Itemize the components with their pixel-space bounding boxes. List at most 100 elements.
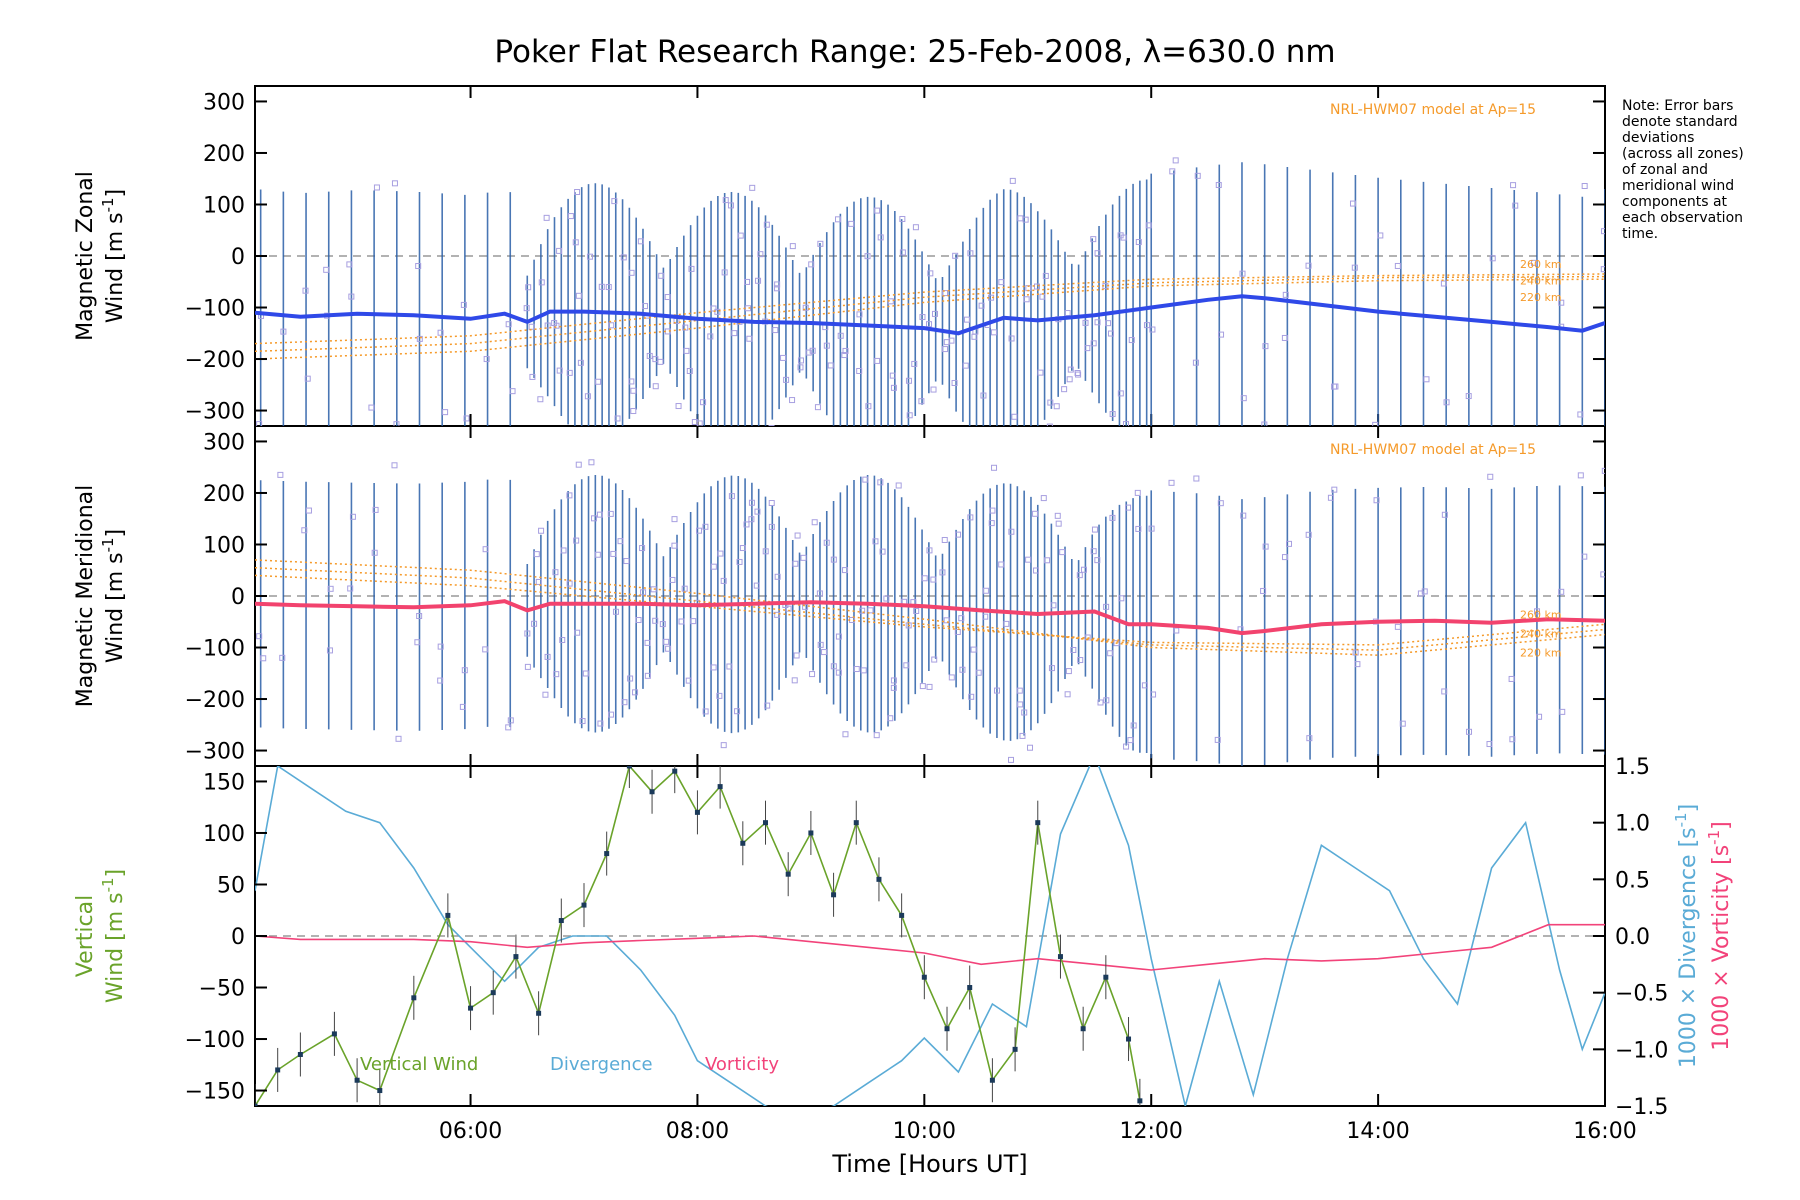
sample-point — [628, 269, 635, 276]
sample-point — [856, 367, 863, 374]
sample-point — [1394, 623, 1401, 630]
sample-point — [743, 521, 750, 528]
vertical-wind-point — [694, 809, 700, 815]
sample-point — [700, 399, 707, 406]
sample-point — [1094, 319, 1101, 326]
sample-point — [640, 589, 647, 596]
sample-point — [1061, 386, 1068, 393]
sample-point — [993, 687, 1000, 694]
sample-point — [531, 620, 538, 627]
sample-point — [618, 438, 623, 443]
sample-point — [879, 548, 886, 555]
sample-point — [1027, 744, 1034, 751]
sample-point — [883, 595, 890, 602]
vertical-wind-point — [255, 1103, 258, 1106]
sample-point — [823, 342, 830, 349]
sample-point — [1090, 340, 1097, 347]
sample-point — [628, 378, 635, 385]
label-part: 1000 × Vorticity [s — [1709, 845, 1734, 1051]
sample-point — [1281, 334, 1288, 341]
sample-point — [797, 364, 804, 371]
sample-point — [763, 221, 770, 228]
sample-point — [1558, 588, 1565, 595]
sample-point — [1141, 682, 1148, 689]
model-label: NRL-HWM07 model at Ap=15 — [1330, 102, 1536, 118]
sample-point — [459, 703, 466, 710]
sample-point — [734, 708, 741, 715]
sample-point — [899, 249, 906, 256]
y-tick-label: −300 — [185, 740, 245, 765]
vertical-wind-point — [445, 912, 451, 918]
zonal-mean-line — [255, 294, 1605, 336]
sample-point — [975, 669, 982, 676]
sample-point — [930, 386, 937, 393]
sample-point — [912, 224, 919, 231]
sample-point — [823, 539, 830, 546]
sample-point — [372, 506, 379, 513]
sample-point — [1067, 366, 1074, 373]
sample-point — [927, 270, 934, 277]
model-profile — [255, 574, 1605, 646]
sample-point — [862, 476, 869, 483]
sample-point — [811, 519, 818, 526]
sample-point — [327, 585, 334, 592]
sample-point — [1009, 177, 1016, 184]
vertical-wind-point — [967, 985, 973, 991]
vertical-wind-point — [581, 902, 587, 908]
sample-point — [1508, 675, 1515, 682]
sample-point — [566, 580, 573, 587]
sample-point — [890, 677, 897, 684]
note-line: of zonal and — [1622, 162, 1708, 178]
sample-point — [326, 647, 333, 654]
sample-point — [774, 573, 781, 580]
sample-point — [1082, 319, 1089, 326]
sample-point — [835, 633, 842, 640]
sample-point — [941, 536, 948, 543]
sample-point — [603, 432, 608, 437]
sample-point — [728, 493, 735, 500]
sample-point — [1097, 699, 1104, 706]
sample-point — [768, 425, 775, 426]
sample-point — [664, 294, 671, 301]
sample-point — [346, 261, 353, 268]
sample-point — [646, 352, 653, 359]
sample-point — [748, 516, 755, 523]
y-tick-label: 300 — [203, 430, 245, 455]
vertical-wind-point — [649, 789, 655, 795]
label-part: ] — [103, 189, 128, 198]
sample-point — [1047, 399, 1054, 406]
sample-point — [671, 516, 678, 523]
vertical-wind-point — [989, 1077, 995, 1083]
sample-point — [277, 471, 284, 478]
sample-point — [1125, 504, 1132, 511]
sample-point — [744, 278, 751, 285]
sample-point — [989, 507, 996, 514]
sample-point — [607, 510, 614, 517]
y-tick-label: −150 — [185, 1080, 245, 1105]
y-tick-label: 150 — [203, 770, 245, 795]
y2-tick-label: 0.0 — [1615, 925, 1650, 950]
y-tick-label: 50 — [217, 873, 245, 898]
sample-point — [1417, 590, 1424, 597]
sample-point — [952, 252, 959, 259]
sample-point — [1601, 467, 1605, 474]
sample-point — [865, 403, 872, 410]
sample-point — [1046, 423, 1053, 426]
sample-point — [707, 333, 714, 340]
sample-point — [1134, 489, 1141, 496]
sample-point — [608, 711, 615, 718]
sample-point — [1510, 182, 1517, 189]
sample-point — [608, 322, 615, 329]
sample-point — [1441, 511, 1448, 518]
sample-point — [702, 523, 709, 530]
sample-point — [1601, 228, 1605, 235]
sample-point — [789, 397, 796, 404]
sample-point — [1240, 395, 1247, 402]
sample-point — [962, 362, 969, 369]
sample-point — [416, 613, 423, 620]
sample-point — [1145, 222, 1152, 229]
sample-point — [967, 250, 974, 257]
sample-point — [1122, 421, 1129, 426]
sample-point — [1048, 665, 1055, 672]
sample-point — [792, 560, 799, 567]
